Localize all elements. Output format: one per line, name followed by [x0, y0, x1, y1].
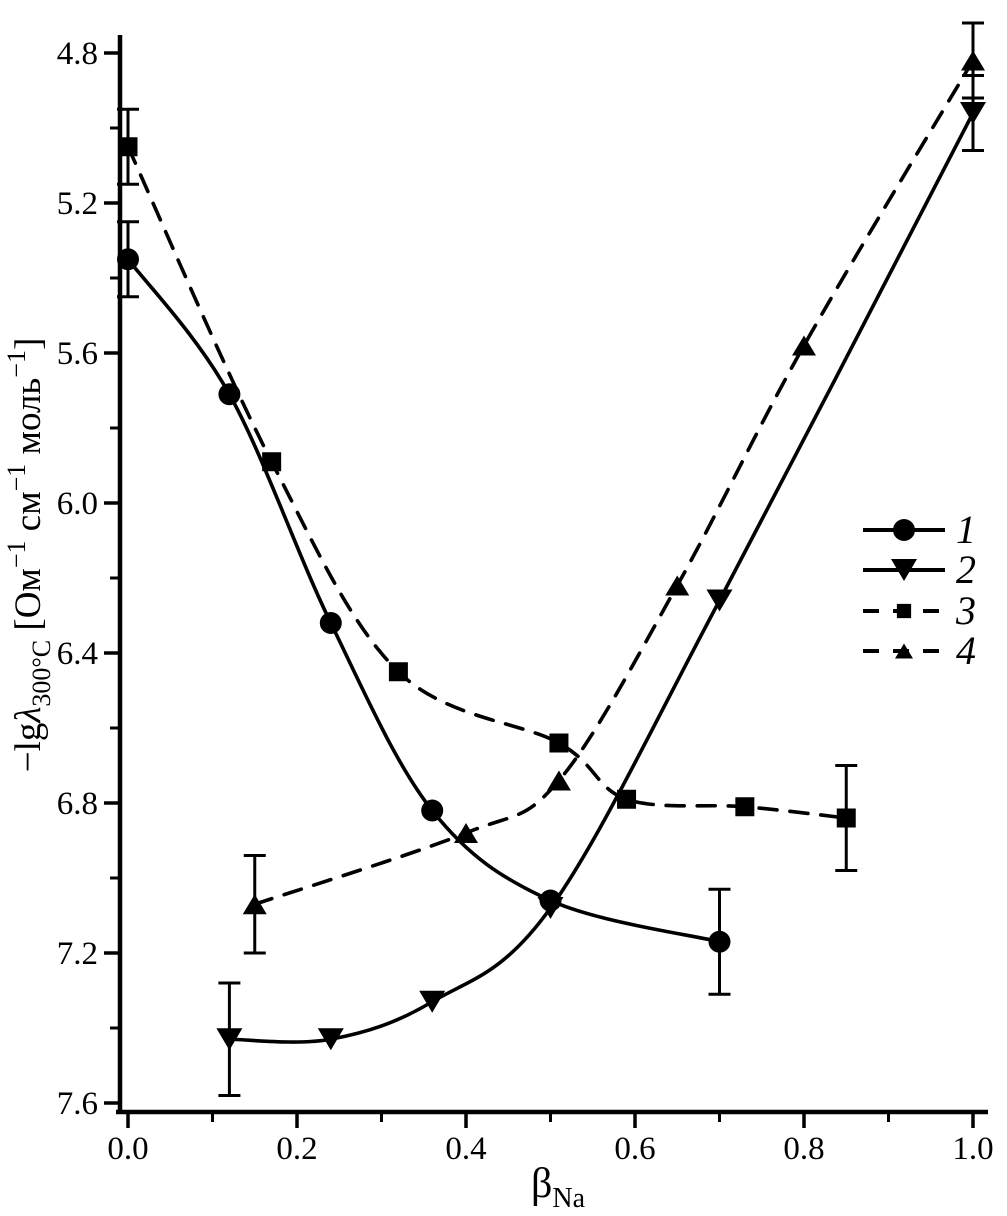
triangle-down-marker: [216, 1028, 243, 1051]
series-4: [242, 21, 985, 955]
triangle-up-marker: [242, 894, 267, 915]
y-tick-label: 4.8: [57, 36, 98, 72]
y-tick-label: 6.8: [57, 786, 98, 822]
legend-item-2: 2: [863, 547, 976, 592]
x-tick-label: 0.6: [614, 1131, 655, 1167]
series-3-curve: [126, 144, 849, 820]
triangle-up-marker: [454, 823, 478, 843]
y-tick-label: 7.6: [57, 1086, 98, 1122]
legend-label: 3: [955, 588, 976, 633]
series-3: [117, 107, 858, 872]
triangle-down-marker: [706, 589, 733, 612]
circle-marker: [117, 248, 139, 271]
legend-label: 2: [956, 547, 976, 592]
square-marker: [896, 603, 912, 619]
square-marker: [735, 797, 755, 817]
legend-label: 4: [956, 628, 976, 673]
legend-label: 1: [956, 507, 976, 552]
circle-marker: [708, 930, 731, 953]
x-tick-label: 0.0: [107, 1131, 148, 1167]
square-marker: [836, 808, 856, 828]
x-tick-label: 0.2: [276, 1131, 317, 1167]
legend-item-4: 4: [863, 628, 976, 673]
square-marker: [549, 733, 569, 753]
y-tick-label: 5.2: [57, 186, 98, 222]
circle-marker: [421, 799, 444, 822]
axes: 4.8 5.2 5.6 6.0 6.4 6.8 7.2 7.60.0 0.2 0.4 0.6 0.8 1…: [2, 35, 994, 1214]
triangle-up-marker: [546, 770, 571, 791]
square-marker: [617, 789, 637, 809]
y-tick-label: 7.2: [57, 936, 98, 972]
square-marker: [262, 452, 282, 472]
triangle-up-marker: [961, 50, 985, 71]
x-tick-label: 0.4: [445, 1131, 486, 1167]
triangle-down-marker: [960, 102, 986, 124]
triangle-down-marker: [419, 990, 446, 1013]
y-axis-label: −lgλ300°C [Ом−1 см−1 моль−1]: [2, 338, 56, 773]
circle-marker: [893, 519, 915, 541]
legend-item-3: 3: [863, 588, 976, 633]
triangle-down-marker: [891, 559, 917, 581]
y-tick-label: 6.4: [57, 636, 98, 672]
x-tick-label: 1.0: [952, 1131, 993, 1167]
triangle-up-marker: [895, 643, 913, 659]
x-tick-label: 0.8: [783, 1131, 824, 1167]
legend-item-1: 1: [863, 507, 976, 552]
square-marker: [118, 137, 138, 157]
series-4-curve: [252, 58, 975, 907]
series-1-curve: [126, 257, 722, 944]
circle-marker: [319, 612, 342, 634]
triangle-up-marker: [665, 575, 690, 596]
y-tick-label: 5.6: [57, 336, 98, 372]
square-marker: [388, 662, 408, 682]
triangle-down-marker: [317, 1028, 344, 1051]
x-axis-label: βNa: [531, 1161, 586, 1211]
triangle-up-marker: [792, 335, 816, 356]
y-tick-label: 6.0: [57, 486, 98, 522]
triangle-down-marker: [537, 897, 564, 919]
